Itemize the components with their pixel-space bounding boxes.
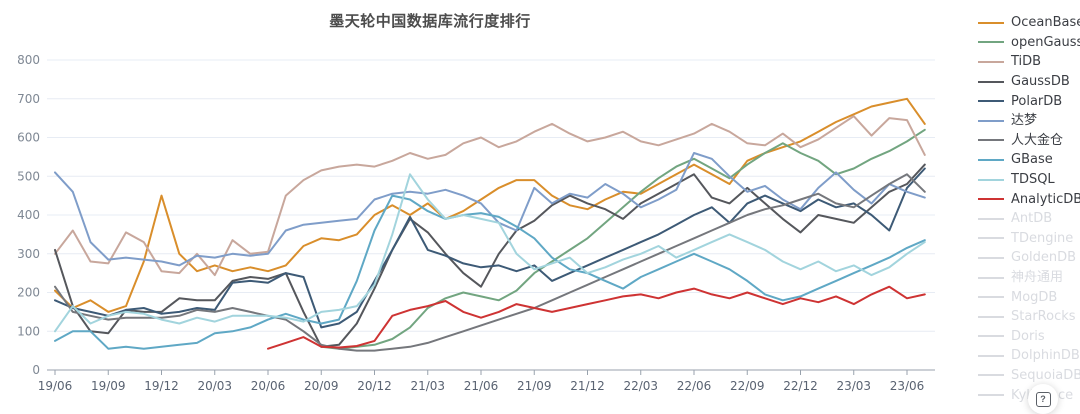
x-axis-label: 20/09 — [304, 379, 339, 393]
series-line-AnalyticDB — [267, 285, 926, 350]
legend-label: AntDB — [1011, 211, 1053, 227]
legend-label: GaussDB — [1011, 74, 1070, 90]
legend-swatch-icon — [978, 374, 1004, 377]
legend-swatch-icon — [978, 100, 1004, 103]
legend-item-TDengine[interactable]: TDengine — [978, 229, 1080, 249]
legend-item-OceanBase[interactable]: OceanBase — [978, 13, 1080, 33]
legend-label: 达梦 — [1011, 113, 1038, 129]
legend-swatch-icon — [978, 296, 1004, 299]
legend-label: DolphinDB — [1011, 348, 1080, 364]
x-axis-label: 22/12 — [783, 379, 818, 393]
legend-swatch-icon — [978, 354, 1004, 357]
legend-label: TiDB — [1011, 54, 1042, 70]
legend-swatch-icon — [978, 178, 1004, 181]
x-axis-label: 20/06 — [251, 379, 286, 393]
legend-swatch-icon — [978, 315, 1004, 318]
legend-label: SequoiaDB — [1011, 367, 1080, 383]
x-axis-label: 23/03 — [836, 379, 871, 393]
x-axis-label: 20/03 — [197, 379, 232, 393]
help-button[interactable]: ? — [1028, 384, 1058, 414]
y-axis-label: 600 — [17, 131, 40, 145]
legend-label: AnalyticDB — [1011, 191, 1080, 207]
series-line-OceanBase — [54, 97, 926, 313]
legend: OceanBase openGauss TiDB GaussDB PolarDB 达梦人大… — [978, 13, 1080, 405]
legend-label: openGauss — [1011, 34, 1080, 50]
series-line-GBase — [54, 194, 926, 350]
x-axis-label: 21/09 — [517, 379, 552, 393]
series-line-PolarDB — [54, 167, 926, 329]
legend-item-GoldenDB[interactable]: GoldenDB — [978, 248, 1080, 268]
y-axis-label: 500 — [17, 169, 40, 183]
x-axis-label: 21/12 — [570, 379, 605, 393]
legend-swatch-icon — [978, 80, 1004, 83]
legend-swatch-icon — [978, 237, 1004, 240]
x-axis-label: 21/03 — [410, 379, 445, 393]
legend-swatch-icon — [978, 139, 1004, 142]
legend-item-TiDB[interactable]: TiDB — [978, 52, 1080, 72]
series-line-TiDB — [54, 115, 926, 277]
legend-item-PolarDB[interactable]: PolarDB — [978, 91, 1080, 111]
series-line-GaussDB — [54, 163, 926, 348]
legend-swatch-icon — [978, 41, 1004, 44]
y-axis-label: 400 — [17, 208, 40, 222]
x-axis-label: 22/06 — [677, 379, 712, 393]
legend-swatch-icon — [978, 21, 1004, 24]
y-axis-label: 200 — [17, 286, 40, 300]
y-axis-label: 300 — [17, 247, 40, 261]
x-axis-label: 19/09 — [91, 379, 126, 393]
y-axis-label: 800 — [17, 53, 40, 67]
legend-label: MogDB — [1011, 289, 1058, 305]
x-axis-label: 23/06 — [890, 379, 925, 393]
legend-item-人大金仓[interactable]: 人大金仓 — [978, 131, 1080, 151]
legend-swatch-icon — [978, 60, 1004, 63]
page-title: 墨天轮中国数据库流行度排行 — [329, 12, 531, 30]
legend-item-AnalyticDB[interactable]: AnalyticDB — [978, 189, 1080, 209]
series-line-TDSQL — [54, 173, 926, 333]
legend-item-神舟通用[interactable]: 神舟通用 — [978, 268, 1080, 288]
y-axis-label: 700 — [17, 92, 40, 106]
legend-label: StarRocks — [1011, 309, 1076, 325]
legend-label: TDengine — [1011, 230, 1074, 246]
x-axis-label: 22/09 — [730, 379, 765, 393]
legend-item-MogDB[interactable]: MogDB — [978, 287, 1080, 307]
legend-item-StarRocks[interactable]: StarRocks — [978, 307, 1080, 327]
legend-item-GBase[interactable]: GBase — [978, 150, 1080, 170]
series-line-人大金仓 — [54, 173, 926, 352]
legend-item-AntDB[interactable]: AntDB — [978, 209, 1080, 229]
legend-swatch-icon — [978, 335, 1004, 338]
legend-label: OceanBase — [1011, 15, 1080, 31]
y-axis-label: 0 — [32, 363, 40, 377]
series-line-openGauss — [320, 128, 926, 350]
question-icon: ? — [1035, 391, 1051, 407]
legend-label: GoldenDB — [1011, 250, 1077, 266]
legend-swatch-icon — [978, 119, 1004, 122]
legend-swatch-icon — [978, 394, 1004, 397]
x-axis-label: 21/06 — [464, 379, 499, 393]
legend-swatch-icon — [978, 198, 1004, 201]
series-line-达梦 — [54, 152, 926, 267]
legend-item-Doris[interactable]: Doris — [978, 327, 1080, 347]
legend-item-openGauss[interactable]: openGauss — [978, 33, 1080, 53]
legend-item-TDSQL[interactable]: TDSQL — [978, 170, 1080, 190]
x-axis-label: 19/12 — [144, 379, 179, 393]
x-axis-label: 22/03 — [623, 379, 658, 393]
legend-item-达梦[interactable]: 达梦 — [978, 111, 1080, 131]
legend-swatch-icon — [978, 217, 1004, 220]
legend-item-DolphinDB[interactable]: DolphinDB — [978, 346, 1080, 366]
legend-label: TDSQL — [1011, 172, 1055, 188]
legend-label: PolarDB — [1011, 93, 1063, 109]
legend-item-GaussDB[interactable]: GaussDB — [978, 72, 1080, 92]
legend-swatch-icon — [978, 158, 1004, 161]
legend-label: Doris — [1011, 328, 1045, 344]
x-axis-label: 19/06 — [38, 379, 73, 393]
legend-swatch-icon — [978, 256, 1004, 259]
x-axis-label: 20/12 — [357, 379, 392, 393]
legend-label: 人大金仓 — [1011, 132, 1064, 148]
legend-swatch-icon — [978, 276, 1004, 279]
legend-label: 神舟通用 — [1011, 270, 1064, 286]
legend-label: GBase — [1011, 152, 1053, 168]
y-axis-label: 100 — [17, 324, 40, 338]
legend-item-SequoiaDB[interactable]: SequoiaDB — [978, 366, 1080, 386]
